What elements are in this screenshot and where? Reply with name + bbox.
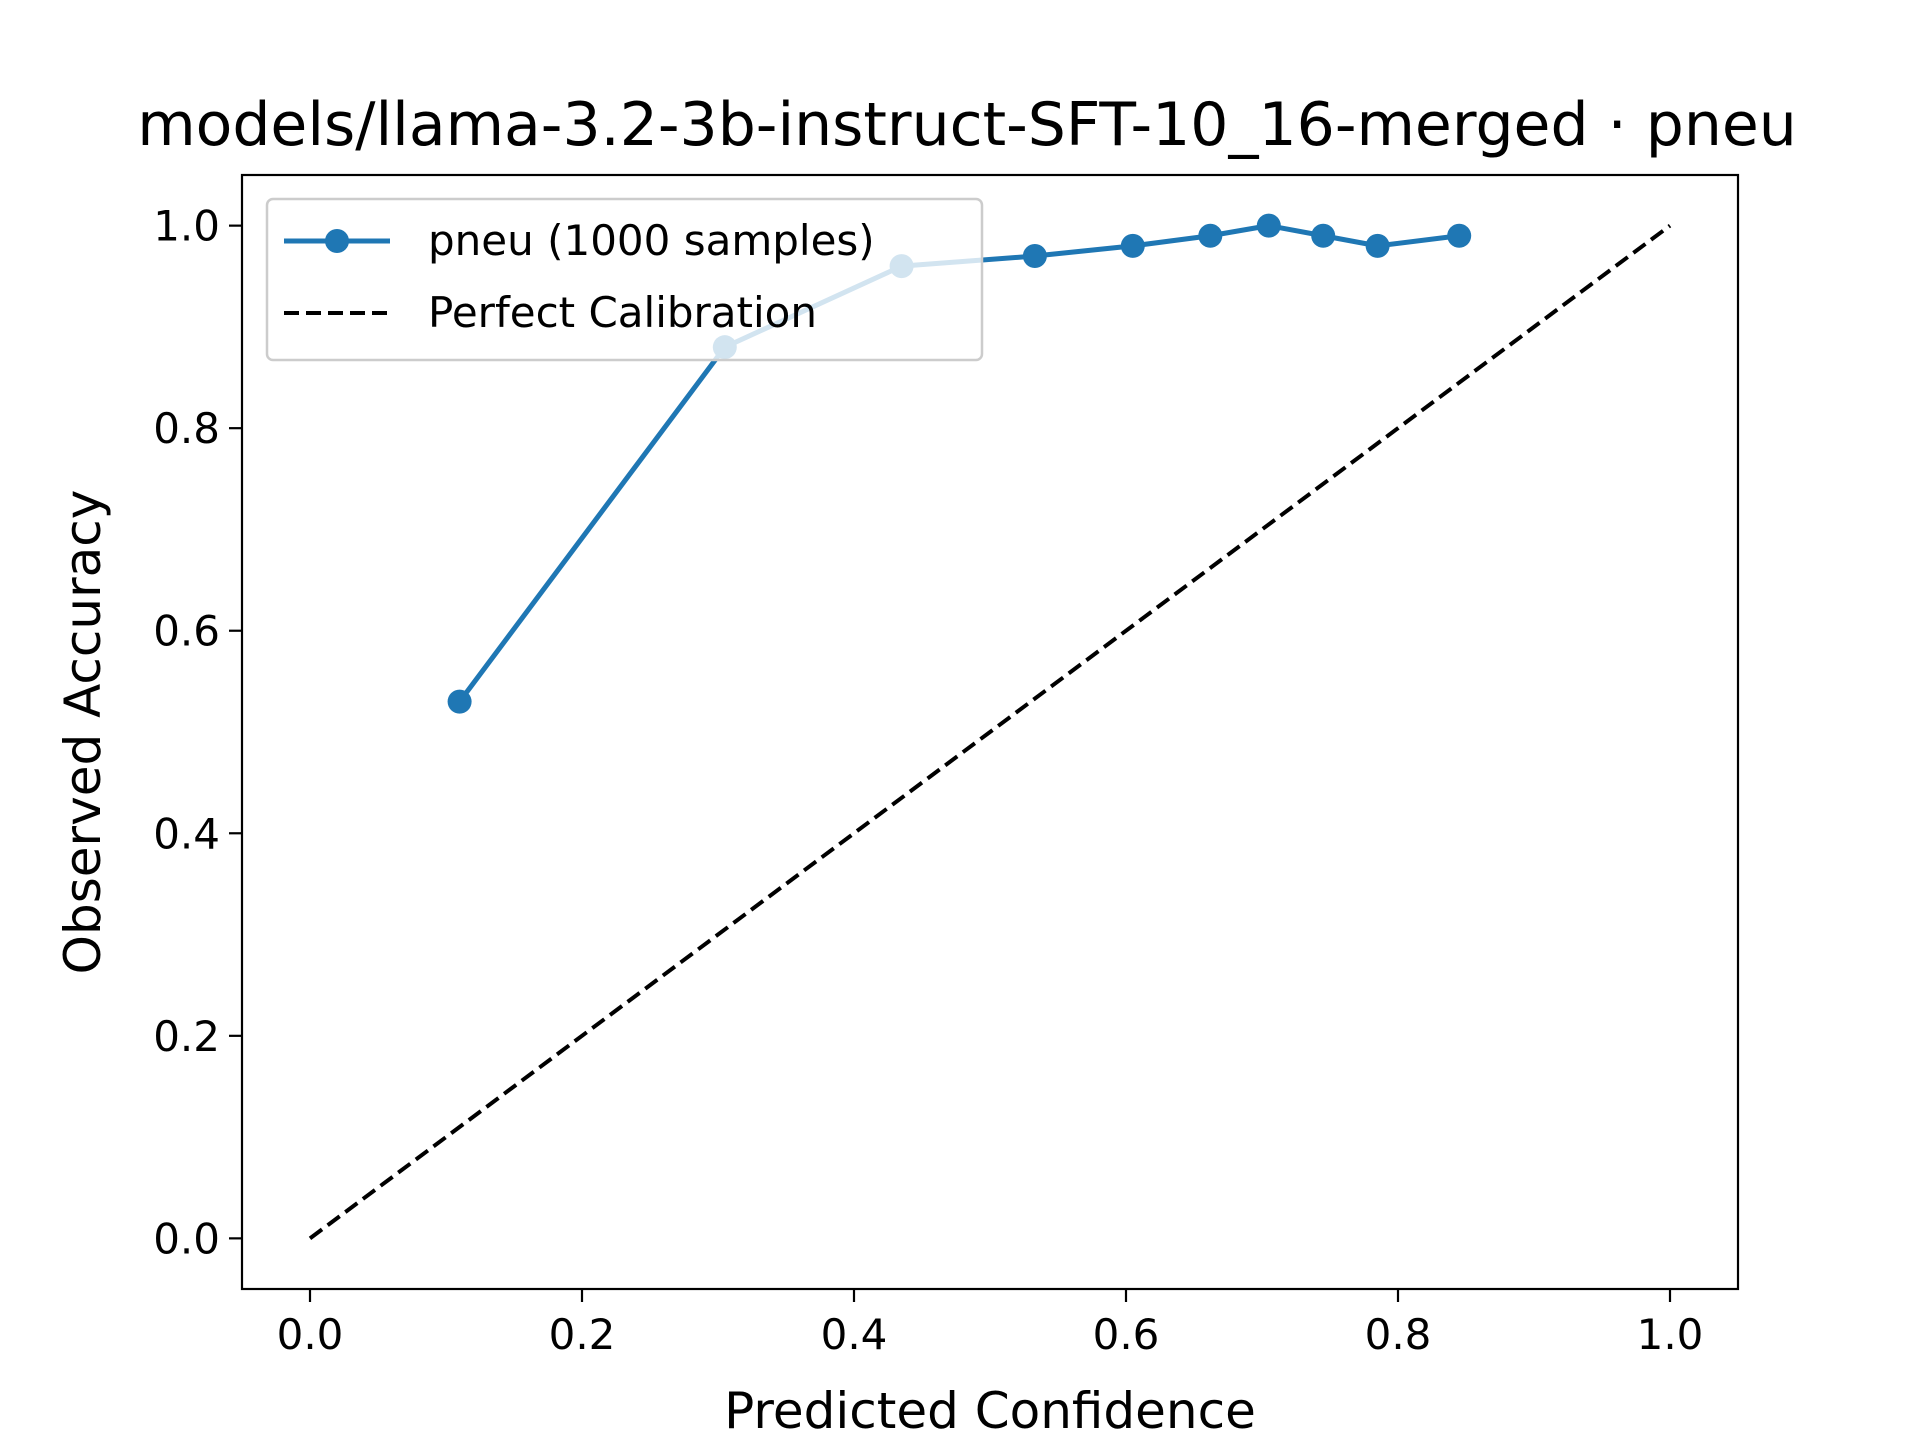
y-tick-label: 0.2 [153,1012,220,1061]
data-point [1120,233,1145,258]
data-point [1256,213,1281,238]
legend-label-series: pneu (1000 samples) [428,216,875,265]
x-tick-label: 0.0 [277,1310,344,1359]
y-tick-label: 0.8 [153,404,220,453]
legend-marker-series [325,229,349,253]
x-tick-label: 0.2 [549,1310,616,1359]
legend-label-perfect: Perfect Calibration [428,288,817,337]
axes-frame [240,173,1740,1291]
y-tick-label: 0.4 [153,809,220,858]
x-tick-label: 0.8 [1365,1310,1432,1359]
data-point [1365,233,1390,258]
series-layer [308,213,1672,1240]
data-point [1198,223,1223,248]
perfect-calibration-line [308,224,1672,1240]
data-point [1311,223,1336,248]
x-tick-label: 0.4 [821,1310,888,1359]
y-tick-label: 0.0 [153,1214,220,1263]
data-point [447,689,472,714]
data-point [1447,223,1472,248]
x-axis-label: Predicted Confidence [724,1382,1256,1440]
legend: pneu (1000 samples) Perfect Calibration [265,197,984,362]
x-tick-label: 1.0 [1637,1310,1704,1359]
y-axis-ticks: 0.0 0.2 0.4 0.6 0.8 1.0 [153,202,242,1263]
chart-title: models/llama-3.2-3b-instruct-SFT-10_16-m… [137,90,1797,160]
x-tick-label: 0.6 [1093,1310,1160,1359]
legend-box [265,197,984,362]
y-axis-label: Observed Accuracy [54,490,112,975]
data-point [1022,244,1047,269]
x-axis-ticks: 0.0 0.2 0.4 0.6 0.8 1.0 [277,1289,1704,1359]
y-tick-label: 0.6 [153,607,220,656]
y-tick-label: 1.0 [153,202,220,251]
